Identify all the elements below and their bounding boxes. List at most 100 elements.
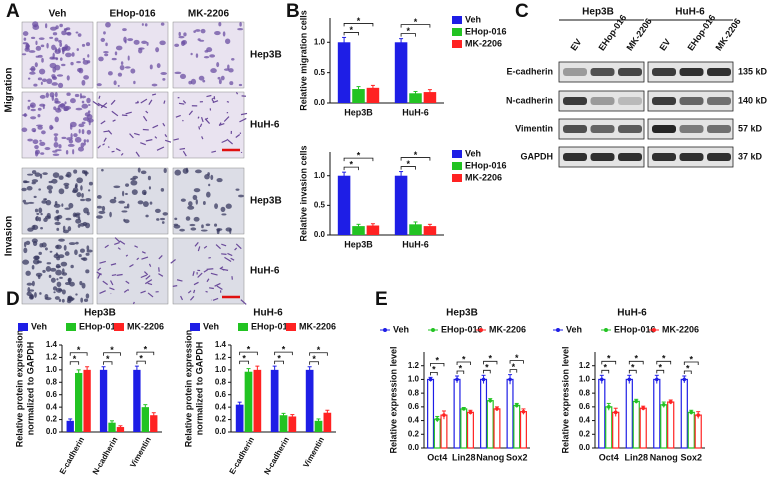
cell xyxy=(81,282,86,289)
cell xyxy=(148,99,153,106)
y-tick-label: 0.5 xyxy=(314,200,326,209)
cell xyxy=(58,238,65,242)
legend-label: EHop-016 xyxy=(441,324,483,334)
cell xyxy=(39,141,46,147)
significance-bracket xyxy=(400,24,431,28)
cell xyxy=(86,129,92,135)
cell xyxy=(54,91,58,98)
cell xyxy=(50,26,57,31)
cell xyxy=(99,260,106,264)
cell xyxy=(201,224,204,229)
mean-dot xyxy=(668,400,673,404)
bar xyxy=(279,415,288,432)
section-label: Migration xyxy=(4,68,15,113)
micrograph xyxy=(21,21,94,89)
legend-swatch xyxy=(383,328,387,332)
cell xyxy=(61,289,66,295)
cell xyxy=(49,36,54,39)
cell xyxy=(85,198,92,202)
significance-bracket xyxy=(343,23,374,27)
significance-label: * xyxy=(432,365,436,375)
significance-bracket xyxy=(683,361,699,365)
cell xyxy=(238,83,243,87)
cell xyxy=(218,21,222,27)
cell xyxy=(216,177,223,183)
cell xyxy=(29,289,35,292)
cell xyxy=(114,241,120,245)
cell xyxy=(61,63,66,67)
cell xyxy=(22,199,27,203)
cell xyxy=(174,71,182,75)
cell xyxy=(45,92,49,98)
y-tick-label: 0.2 xyxy=(46,415,58,424)
cell xyxy=(30,65,36,72)
mean-dot xyxy=(428,377,433,382)
cell xyxy=(121,210,128,213)
significance-bracket xyxy=(103,361,113,365)
bar xyxy=(493,408,501,449)
cell xyxy=(148,186,151,190)
legend-label: EHop-016 xyxy=(614,324,656,334)
cell xyxy=(101,205,106,212)
cell xyxy=(81,192,84,198)
cell xyxy=(41,78,47,83)
significance-label: * xyxy=(357,151,361,161)
cell xyxy=(54,200,58,206)
legend-label: MK-2206 xyxy=(465,172,502,182)
y-tick-label: 0.4 xyxy=(579,416,591,425)
x-tick-label: Nanog xyxy=(476,452,504,462)
cell xyxy=(147,282,153,286)
cell xyxy=(198,126,201,130)
y-axis-label: Relative invasion cells xyxy=(298,145,308,241)
cell xyxy=(160,188,165,192)
cell xyxy=(64,185,69,190)
significance-label: * xyxy=(312,354,316,364)
cell xyxy=(42,172,48,176)
cell xyxy=(119,65,125,71)
cell xyxy=(129,263,134,268)
cell xyxy=(48,274,52,278)
significance-label: * xyxy=(634,354,638,364)
cell xyxy=(125,111,132,115)
band xyxy=(618,97,642,105)
cell xyxy=(65,32,71,35)
cell xyxy=(80,95,87,99)
cell xyxy=(31,280,35,287)
bar xyxy=(694,414,702,449)
cell xyxy=(205,290,208,293)
cell xyxy=(105,42,108,47)
cell xyxy=(39,139,42,142)
cell xyxy=(30,36,36,40)
significance-bracket xyxy=(343,157,374,162)
bar xyxy=(680,378,688,449)
significance-bracket xyxy=(601,360,617,365)
micrograph xyxy=(21,167,94,235)
cell xyxy=(86,60,91,64)
cell xyxy=(56,281,62,288)
cell xyxy=(188,201,193,207)
micrograph xyxy=(172,21,245,89)
cell xyxy=(115,45,123,51)
cell xyxy=(109,211,112,218)
cell xyxy=(66,171,72,178)
y-tick-label: 1.4 xyxy=(46,340,58,349)
cell xyxy=(134,132,140,136)
cell xyxy=(31,264,35,270)
bar xyxy=(288,416,297,432)
significance-bracket xyxy=(656,360,672,365)
cell xyxy=(204,174,210,180)
cell xyxy=(125,183,130,187)
cell xyxy=(140,142,146,146)
cell xyxy=(28,50,36,53)
cell xyxy=(137,167,141,173)
cell xyxy=(25,240,31,245)
cell xyxy=(27,105,31,110)
significance-label: * xyxy=(77,345,81,355)
significance-bracket xyxy=(430,371,438,376)
band xyxy=(652,68,676,76)
x-tick-label: Vimentin xyxy=(128,435,153,469)
cell xyxy=(50,267,57,272)
x-tick-label: HuH-6 xyxy=(402,239,429,249)
cell xyxy=(27,201,35,204)
cell xyxy=(179,73,187,80)
